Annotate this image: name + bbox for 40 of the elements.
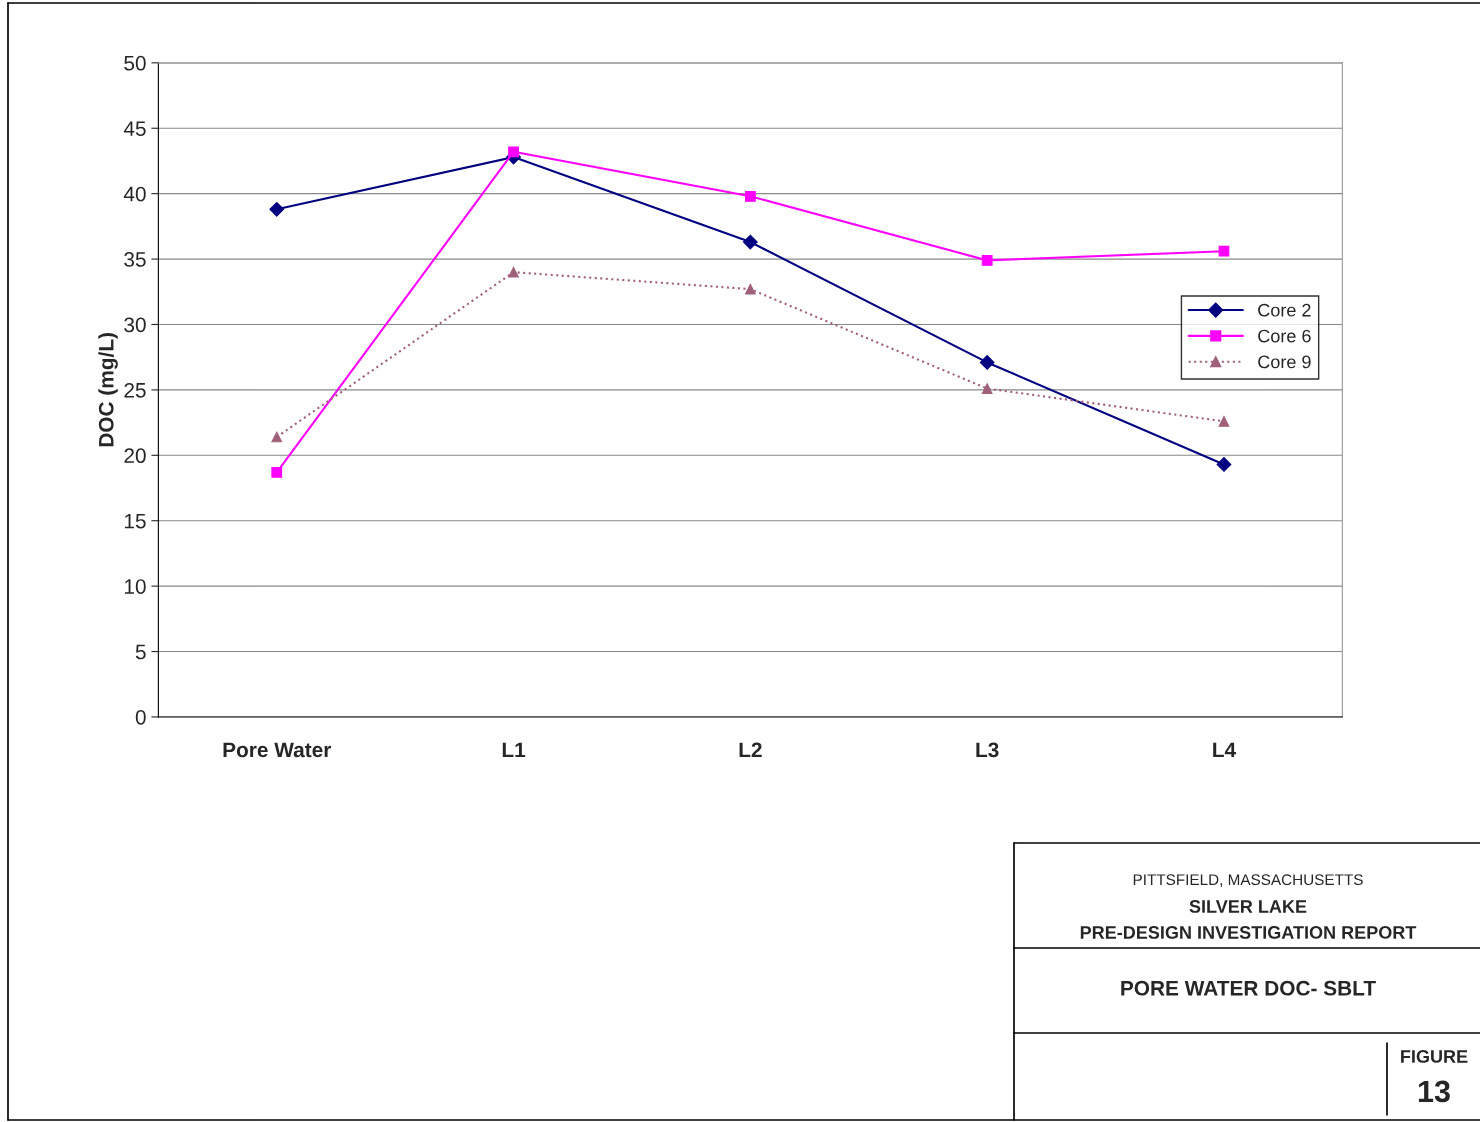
point (269, 201, 285, 217)
text: SILVER LAKE (1189, 900, 1307, 913)
legend-label: Core 6 (1258, 329, 1311, 343)
y-tick-label: 10 (124, 579, 146, 594)
y-tick-label: 0 (135, 709, 146, 725)
x-tick-label: Pore Water (223, 742, 332, 758)
text: PITTSFIELD, MASSACHUSETTS (1133, 874, 1363, 887)
text: PORE WATER DOC- SBLT (1121, 980, 1376, 996)
point (508, 266, 519, 278)
point (271, 466, 283, 478)
point (1218, 245, 1230, 257)
point (271, 431, 283, 443)
y-tick-label: 40 (123, 186, 146, 202)
y-tick-label: 5 (135, 644, 146, 660)
y-tick-label: 25 (124, 382, 146, 398)
y-tick-label: 45 (123, 121, 146, 136)
point (742, 234, 758, 250)
y-tick-label: 20 (124, 448, 146, 464)
point (981, 383, 993, 394)
y-tick-label: 35 (124, 252, 146, 267)
y-axis-title: DOC (mg/L) (98, 333, 118, 447)
point (1218, 415, 1230, 427)
legend-label: Core 9 (1258, 355, 1311, 369)
point (979, 355, 995, 370)
point (508, 146, 519, 158)
legend-label: Core 2 (1258, 303, 1311, 317)
y-tick-label: 30 (124, 317, 146, 333)
y-tick-label: 50 (124, 55, 146, 71)
x-tick-label: L1 (502, 742, 526, 758)
point (981, 255, 993, 266)
point (744, 190, 756, 202)
y-tick-label: 15 (124, 513, 146, 529)
x-tick-label: L2 (739, 742, 762, 758)
text: FIGURE (1401, 1050, 1468, 1063)
point (1216, 457, 1232, 472)
x-tick-label: L4 (1213, 742, 1237, 758)
x-tick-label: L3 (976, 742, 999, 758)
text: 13 (1418, 1080, 1450, 1103)
point (744, 283, 756, 295)
text: PRE-DESIGN INVESTIGATION REPORT (1080, 926, 1417, 939)
